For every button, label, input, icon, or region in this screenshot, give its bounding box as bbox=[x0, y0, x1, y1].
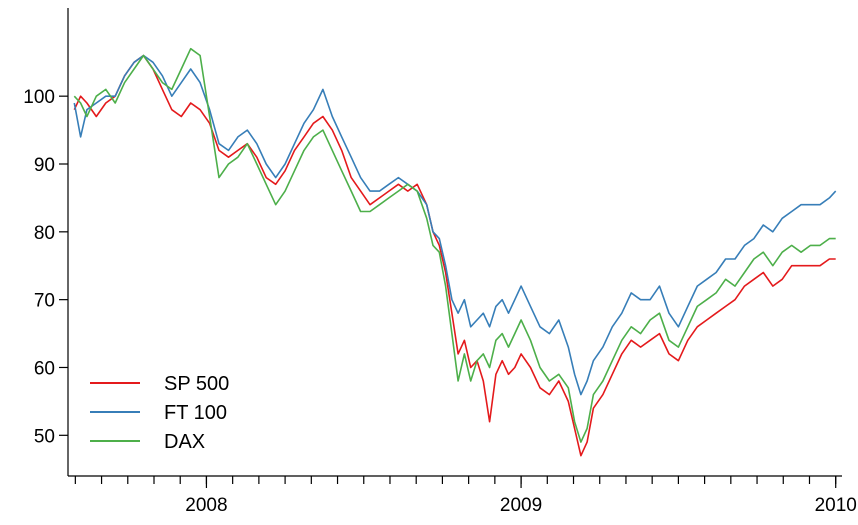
x-ticks: 2008 2009 2010 bbox=[74, 476, 857, 516]
y-tick-label: 80 bbox=[34, 223, 55, 244]
y-ticks: 50 60 70 80 90 100 bbox=[23, 87, 68, 447]
x-tick-label: 2009 bbox=[500, 495, 542, 516]
series-line-3 bbox=[73, 47, 836, 443]
legend: SP 500 FT 100 DAX bbox=[90, 373, 229, 453]
chart-axes: 50 60 70 80 90 100 2008 2009 2010 bbox=[23, 8, 857, 516]
y-tick-label: 70 bbox=[34, 291, 55, 312]
y-tick-label: 60 bbox=[34, 358, 55, 379]
y-tick-label: 90 bbox=[34, 155, 55, 176]
y-tick-label: 50 bbox=[34, 426, 55, 447]
legend-label: FT 100 bbox=[164, 402, 227, 424]
legend-label: SP 500 bbox=[164, 373, 229, 395]
legend-label: DAX bbox=[164, 431, 205, 453]
series-layer bbox=[73, 47, 837, 457]
x-tick-label: 2008 bbox=[185, 495, 227, 516]
series-line-1 bbox=[73, 54, 836, 457]
x-tick-label: 2010 bbox=[815, 495, 857, 516]
y-tick-label: 100 bbox=[23, 87, 55, 108]
